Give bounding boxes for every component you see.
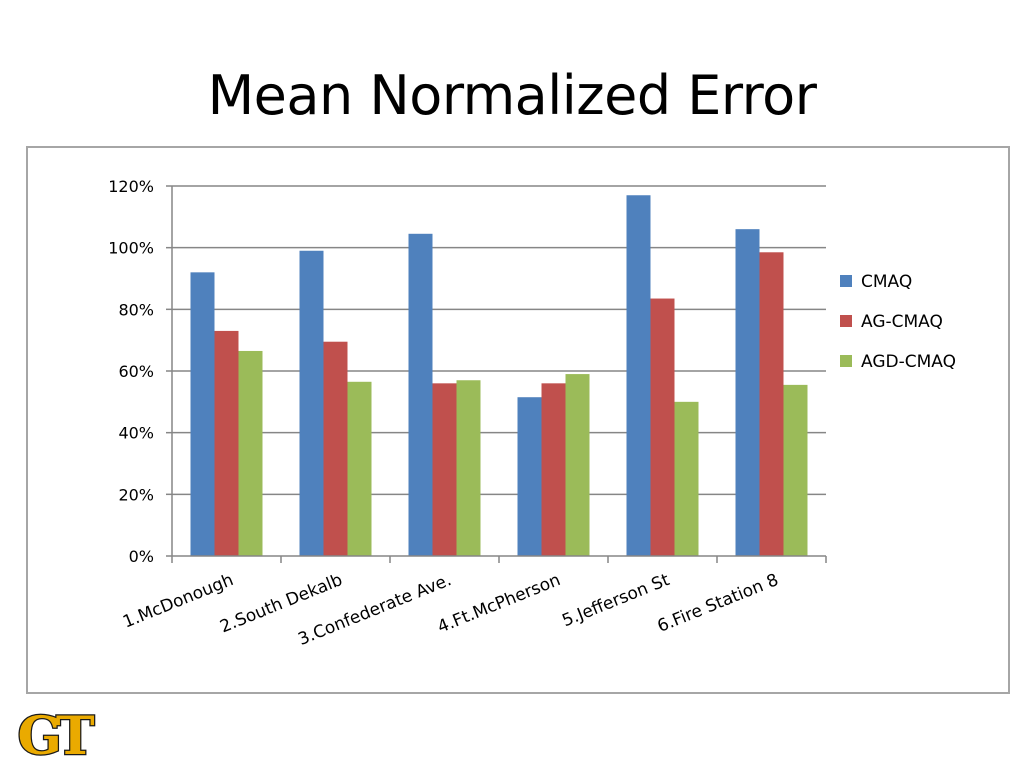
slide-title: Mean Normalized Error <box>207 64 817 127</box>
y-tick-labels: 0% 20% 40% 60% 80% 100% 120% <box>108 177 154 566</box>
y-tick-label: 20% <box>118 485 154 504</box>
bar <box>650 298 675 556</box>
bar <box>759 252 784 556</box>
svg-text:GT: GT <box>17 706 94 764</box>
bar <box>347 381 372 556</box>
axes <box>166 185 827 563</box>
y-tick-label: 40% <box>118 424 154 443</box>
bar <box>323 341 348 556</box>
bars <box>190 195 808 556</box>
bar <box>626 195 651 556</box>
bar <box>674 401 699 556</box>
x-category-label: 4.Ft.McPherson <box>435 570 564 637</box>
bar <box>190 272 215 556</box>
bar <box>214 330 239 556</box>
bar <box>432 383 457 556</box>
bar <box>408 233 433 556</box>
bar <box>299 250 324 556</box>
bar <box>456 380 481 556</box>
legend-label: AGD-CMAQ <box>861 352 956 372</box>
legend: CMAQ AG-CMAQ AGD-CMAQ <box>840 272 956 372</box>
bar <box>783 384 808 556</box>
y-tick-label: 60% <box>118 362 154 381</box>
bar <box>565 374 590 556</box>
x-category-label: 6.Fire Station 8 <box>655 570 782 637</box>
legend-label: AG-CMAQ <box>861 312 943 332</box>
bar <box>517 397 542 556</box>
gt-logo: GT <box>16 706 98 764</box>
bar <box>735 229 760 556</box>
legend-swatch <box>840 275 852 287</box>
legend-swatch <box>840 315 852 327</box>
y-tick-label: 120% <box>108 177 154 196</box>
bar <box>541 383 566 556</box>
legend-label: CMAQ <box>861 272 912 292</box>
bar <box>238 350 263 556</box>
gridlines <box>172 185 826 496</box>
y-tick-label: 80% <box>118 300 154 319</box>
y-tick-label: 100% <box>108 239 154 258</box>
y-tick-label: 0% <box>129 547 154 566</box>
legend-swatch <box>840 355 852 367</box>
